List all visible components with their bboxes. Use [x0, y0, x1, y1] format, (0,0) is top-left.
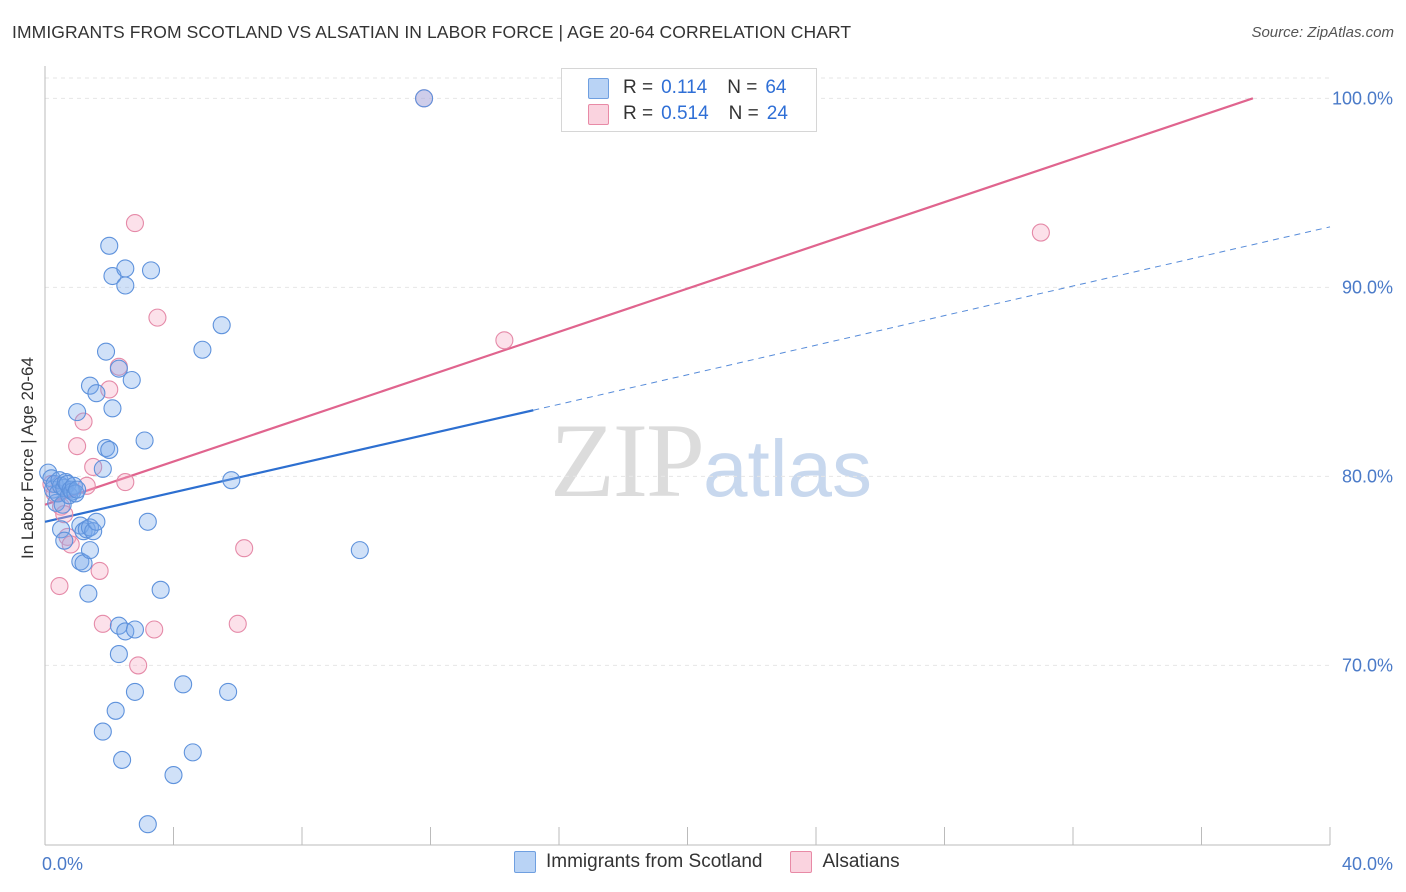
- y-axis-label: In Labor Force | Age 20-64: [18, 357, 37, 559]
- scotland-point: [138, 815, 157, 834]
- chart-source: Source: ZipAtlas.com: [1251, 24, 1394, 41]
- chart-title: IMMIGRANTS FROM SCOTLAND VS ALSATIAN IN …: [12, 22, 852, 42]
- points-layer: [39, 89, 1050, 834]
- scotland-point: [103, 399, 122, 418]
- label-layer: 70.0% 80.0% 90.0% 100.0% 0.0% 40.0% In Labor F…: [18, 88, 1393, 874]
- legend-r-value: 0.514: [661, 103, 709, 124]
- scotland-point: [80, 376, 100, 395]
- trend-layer: [44, 97, 1331, 523]
- legend-n-label: N =: [727, 77, 758, 98]
- scotland-point: [116, 276, 135, 295]
- scotland-point: [84, 522, 103, 541]
- legend-n-value: 24: [766, 103, 788, 124]
- scotland-point: [116, 259, 135, 278]
- scotland-trend-line: [44, 409, 534, 523]
- legend-swatch-alsatians: [588, 103, 609, 125]
- scotland-point: [96, 342, 116, 361]
- alsatians-trend-line: [44, 97, 1254, 506]
- legend-swatch-scotland: [588, 77, 609, 99]
- correlation-legend: R = 0.114 N = 64 R = 0.514 N = 24: [561, 68, 817, 132]
- scotland-point: [96, 438, 116, 458]
- scotland-point: [100, 236, 119, 255]
- scotland-point: [122, 370, 141, 390]
- scotland-point: [68, 480, 87, 499]
- alsatians-point: [74, 412, 93, 431]
- legend-n-value: 64: [765, 77, 787, 98]
- scotland-point: [125, 620, 144, 639]
- series-legend-alsatians[interactable]: Alsatians: [790, 851, 900, 873]
- series-legend: Immigrants from Scotland Alsatians: [514, 851, 928, 873]
- x-tick-label: 0.0%: [42, 854, 83, 874]
- scotland-point: [80, 541, 100, 560]
- scotland-point: [109, 645, 128, 664]
- x-tick-label: 40.0%: [1342, 854, 1393, 874]
- alsatians-point: [495, 331, 514, 350]
- y-tick-label: 90.0%: [1342, 277, 1393, 297]
- scotland-point: [100, 440, 119, 459]
- alsatians-point: [235, 539, 254, 558]
- scotland-point: [93, 459, 112, 478]
- scotland-point: [222, 471, 241, 490]
- legend-row-scotland: R = 0.114 N = 64: [588, 76, 787, 100]
- scotland-point: [138, 512, 157, 531]
- alsatians-point: [1031, 223, 1050, 242]
- scotland-point: [93, 722, 112, 741]
- legend-row-alsatians: R = 0.514 N = 24: [588, 102, 788, 126]
- scotland-point: [87, 384, 106, 403]
- scotland-point: [77, 520, 96, 539]
- scotland-point: [113, 750, 132, 769]
- scotland-point: [135, 431, 154, 450]
- scotland-point: [52, 520, 71, 539]
- alsatians-point: [116, 473, 135, 492]
- scotland-point: [174, 675, 193, 694]
- alsatians-point: [228, 614, 247, 633]
- alsatians-point: [68, 437, 87, 456]
- scotland-trend-extension: [533, 226, 1331, 411]
- axis-layer: [44, 66, 1331, 846]
- legend-r-label: R =: [623, 103, 654, 124]
- alsatians-point: [125, 214, 144, 233]
- scotland-point: [164, 766, 183, 785]
- scotland-point: [415, 89, 434, 108]
- scotland-point: [125, 682, 144, 701]
- scotland-point: [151, 580, 170, 599]
- alsatians-point: [50, 576, 69, 596]
- series-swatch-scotland: [514, 851, 536, 873]
- scotland-point: [109, 359, 128, 378]
- y-tick-label: 80.0%: [1342, 466, 1393, 486]
- scotland-point: [79, 584, 98, 603]
- scotland-point: [212, 316, 231, 335]
- scotland-point: [87, 512, 106, 531]
- grid-layer: [45, 77, 1330, 666]
- series-swatch-alsatians: [790, 851, 813, 873]
- legend-r-value: 0.114: [661, 77, 708, 98]
- alsatians-point: [93, 614, 112, 633]
- scotland-point: [68, 403, 87, 422]
- legend-r-label: R =: [623, 77, 654, 98]
- alsatians-point: [148, 308, 167, 327]
- scotland-point: [350, 541, 369, 560]
- series-label-scotland: Immigrants from Scotland: [546, 851, 763, 872]
- legend-n-label: N =: [728, 103, 759, 124]
- scotland-point: [55, 531, 74, 550]
- alsatians-point: [145, 620, 164, 639]
- scotland-point: [141, 261, 161, 280]
- scotland-point: [106, 701, 125, 720]
- alsatians-point: [129, 656, 148, 675]
- y-tick-label: 100.0%: [1332, 88, 1393, 108]
- series-label-alsatians: Alsatians: [822, 851, 900, 872]
- scotland-point: [183, 743, 202, 762]
- series-legend-scotland[interactable]: Immigrants from Scotland: [514, 851, 762, 873]
- alsatians-point: [90, 561, 109, 580]
- scotland-point: [219, 682, 238, 701]
- scotland-point: [193, 340, 212, 359]
- y-tick-label: 70.0%: [1342, 655, 1393, 675]
